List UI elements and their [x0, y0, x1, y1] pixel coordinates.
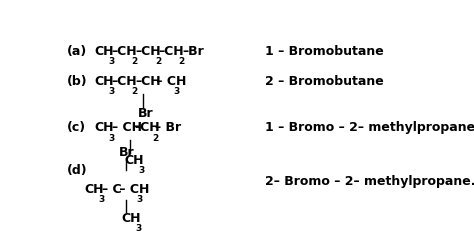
- Text: 2 – Bromobutane: 2 – Bromobutane: [265, 75, 384, 88]
- Text: 3: 3: [98, 195, 104, 204]
- Text: 2: 2: [132, 87, 138, 96]
- Text: –CH: –CH: [135, 45, 161, 58]
- Text: (c): (c): [66, 121, 86, 134]
- Text: – CH: – CH: [112, 121, 142, 134]
- Text: 3: 3: [138, 166, 145, 175]
- Text: (a): (a): [66, 45, 87, 58]
- Text: 2: 2: [155, 57, 161, 66]
- Text: CH: CH: [94, 45, 114, 58]
- Text: 1 – Bromo – 2– methylpropane: 1 – Bromo – 2– methylpropane: [265, 121, 474, 134]
- Text: – CH: – CH: [152, 75, 187, 88]
- Text: –CH: –CH: [135, 75, 161, 88]
- Text: CH: CH: [125, 154, 144, 167]
- Text: 3: 3: [136, 224, 142, 233]
- Text: 2: 2: [152, 134, 158, 143]
- Text: CH: CH: [94, 75, 114, 88]
- Text: –CH: –CH: [159, 45, 184, 58]
- Text: CH: CH: [84, 183, 104, 196]
- Text: –CH: –CH: [112, 75, 137, 88]
- Text: 2: 2: [179, 57, 185, 66]
- Text: 3: 3: [173, 87, 179, 96]
- Text: – Br: – Br: [155, 121, 182, 134]
- Text: 3: 3: [108, 134, 114, 143]
- Text: Br: Br: [119, 146, 135, 159]
- Text: –Br: –Br: [182, 45, 204, 58]
- Text: 2: 2: [132, 57, 138, 66]
- Text: 2– Bromo – 2– methylpropane.: 2– Bromo – 2– methylpropane.: [265, 175, 474, 188]
- Text: CH: CH: [122, 212, 141, 225]
- Text: – C: – C: [102, 183, 121, 196]
- Text: Br: Br: [138, 107, 154, 120]
- Text: 3: 3: [108, 87, 114, 96]
- Text: 3: 3: [137, 195, 143, 204]
- Text: CH: CH: [94, 121, 114, 134]
- Text: –CH: –CH: [112, 45, 137, 58]
- Text: (d): (d): [66, 164, 87, 177]
- Text: – CH: – CH: [116, 183, 150, 196]
- Text: 1 – Bromobutane: 1 – Bromobutane: [265, 45, 384, 58]
- Text: (b): (b): [66, 75, 87, 88]
- Text: –CH: –CH: [135, 121, 160, 134]
- Text: 3: 3: [108, 57, 114, 66]
